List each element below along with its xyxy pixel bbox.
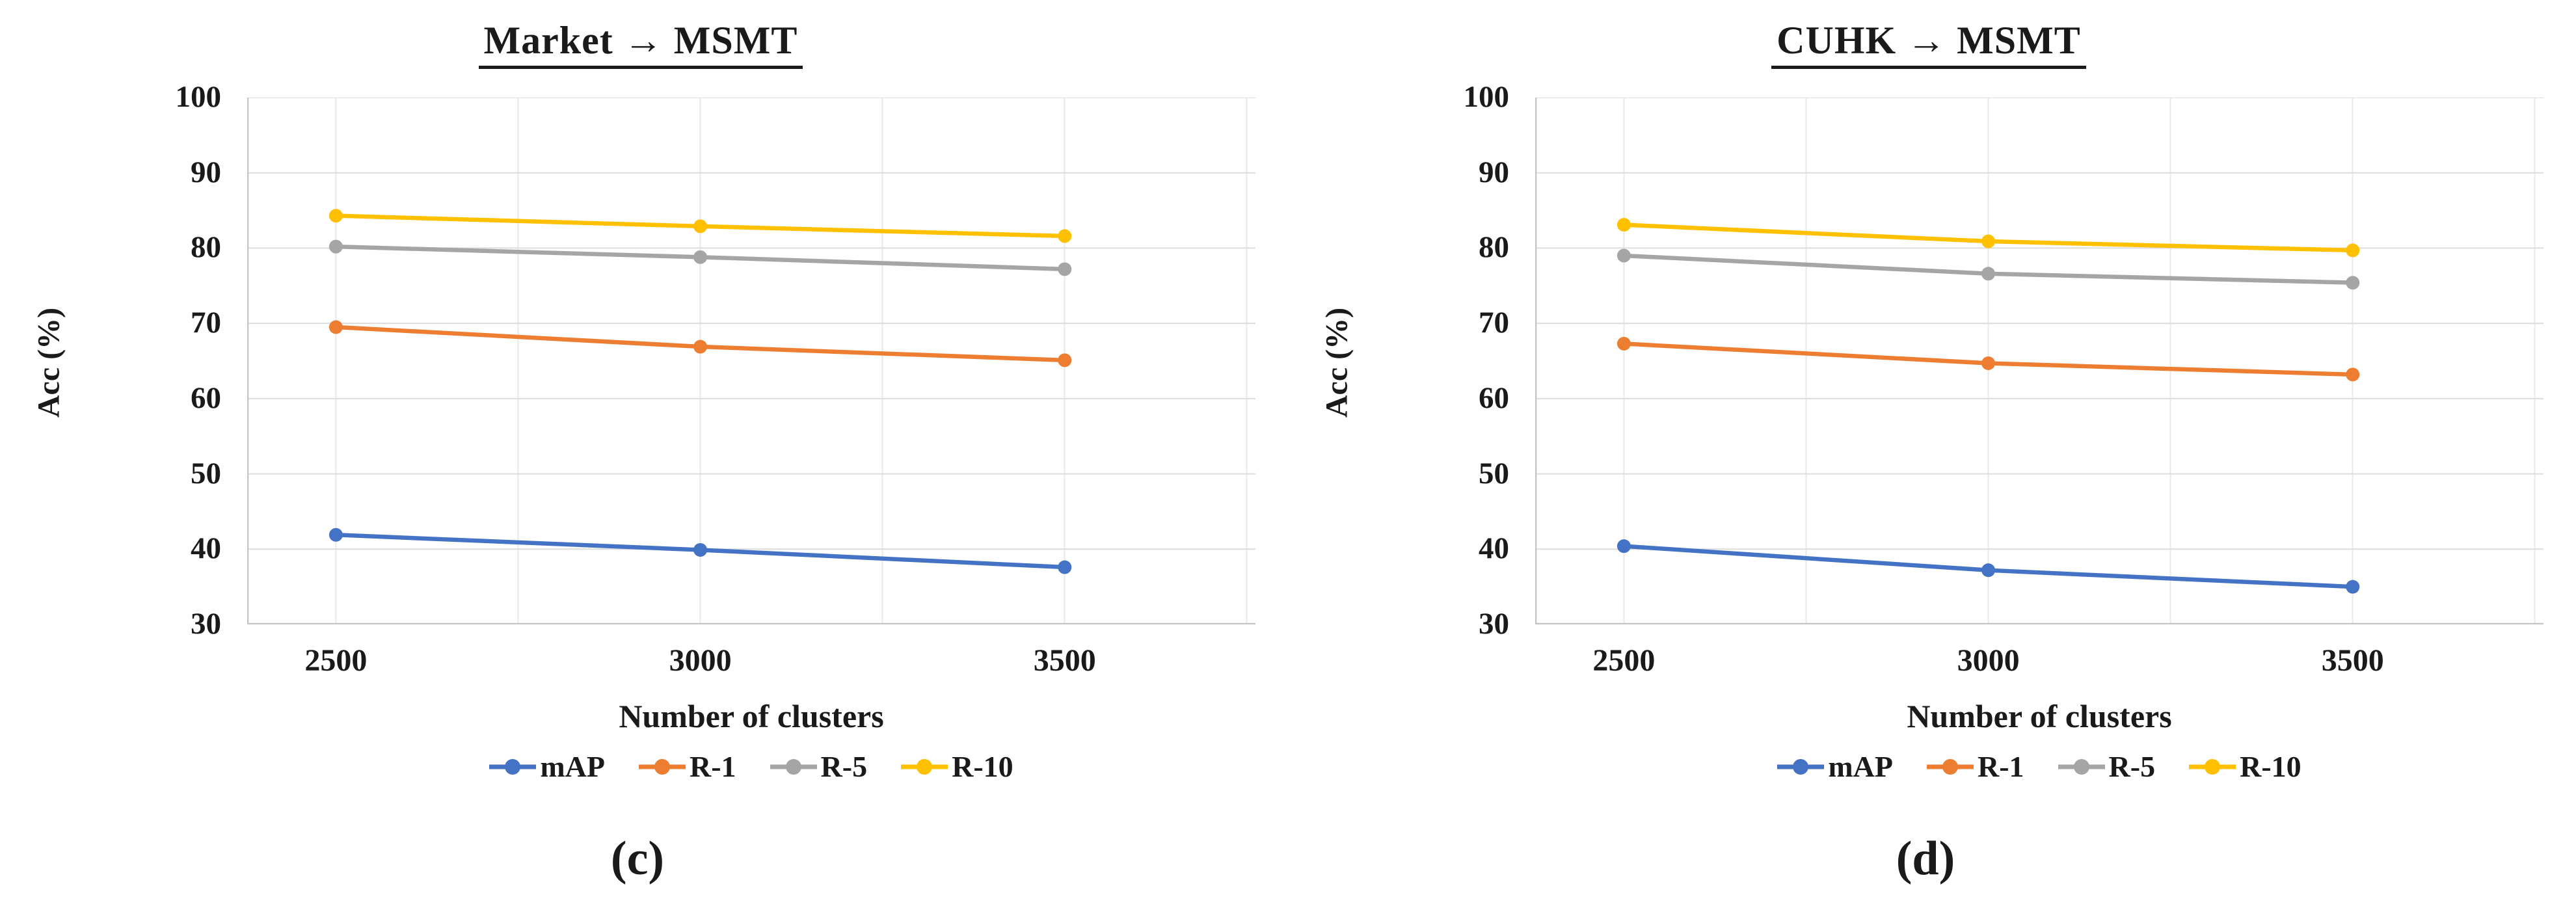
x-axis-title: Number of clusters <box>619 698 884 734</box>
legend-label: mAP <box>540 750 605 783</box>
y-tick-label: 70 <box>191 306 221 340</box>
chart-panel-market-msmt: Market → MSMT Acc (%) 100 90 80 70 60 50 40 30 … <box>0 18 1281 885</box>
y-tick-label: 70 <box>1479 306 1509 340</box>
y-tick-label: 40 <box>191 531 221 566</box>
legend-marker-icon <box>639 758 686 775</box>
y-tick-label: 80 <box>1479 230 1509 265</box>
y-tick-label: 50 <box>191 456 221 490</box>
chart-title-text: Market → MSMT <box>478 18 803 69</box>
legend-marker-icon <box>770 758 817 775</box>
y-axis-title: Acc (%) <box>1319 307 1354 418</box>
x-tick-labels: 2500 3000 3500 <box>247 643 1255 683</box>
chart-title-text: CUHK → MSMT <box>1771 18 2086 69</box>
legend-label: R-5 <box>820 750 868 783</box>
legend-marker-icon <box>1927 758 1974 775</box>
legend-label: R-1 <box>1978 750 2024 783</box>
x-tick-label: 3000 <box>669 643 732 678</box>
legend-label: R-10 <box>2240 750 2301 783</box>
y-tick-labels: 100 90 80 70 60 50 40 30 <box>98 80 222 641</box>
chart-title: Market → MSMT <box>0 18 1281 69</box>
y-tick-label: 80 <box>191 230 221 265</box>
plot-area <box>247 97 1255 625</box>
x-tick-label: 2500 <box>1592 643 1656 678</box>
legend-marker-icon <box>489 758 537 775</box>
chart-panel-cuhk-msmt: CUHK → MSMT Acc (%) 100 90 80 70 60 50 40 30 25… <box>1288 0 2576 921</box>
line-chart-svg <box>1535 97 2543 625</box>
legend-label: mAP <box>1828 750 1893 783</box>
line-chart-svg <box>247 97 1255 625</box>
legend-marker-icon <box>901 758 948 775</box>
subfigure-caption: (d) <box>1896 832 1955 885</box>
y-tick-label: 100 <box>1463 79 1510 114</box>
y-tick-label: 100 <box>175 79 222 114</box>
legend-item-r-10: R-10 <box>2189 749 2301 784</box>
legend-item-map: mAP <box>489 749 605 784</box>
legend-label: R-1 <box>690 750 736 783</box>
x-axis-title: Number of clusters <box>1907 698 2172 734</box>
y-tick-label: 30 <box>1479 606 1509 641</box>
legend-item-r-1: R-1 <box>639 749 736 784</box>
y-tick-label: 90 <box>191 155 221 189</box>
y-tick-label: 40 <box>1479 531 1509 566</box>
legend-marker-icon <box>2058 758 2105 775</box>
x-tick-label: 3500 <box>2321 643 2384 678</box>
legend-label: R-5 <box>2108 750 2156 783</box>
legend-label: R-10 <box>952 750 1013 783</box>
y-tick-label: 30 <box>191 606 221 641</box>
y-tick-label: 50 <box>1479 456 1509 490</box>
legend-marker-icon <box>2189 758 2236 775</box>
x-tick-label: 3500 <box>1033 643 1096 678</box>
legend-item-map: mAP <box>1777 749 1893 784</box>
y-axis-title: Acc (%) <box>31 307 66 418</box>
legend: mAP R-1 R-5 R-10 <box>247 749 1255 784</box>
legend-marker-icon <box>1777 758 1825 775</box>
y-tick-label: 60 <box>191 380 221 415</box>
legend: mAP R-1 R-5 R-10 <box>1535 749 2543 784</box>
legend-item-r-5: R-5 <box>770 749 868 784</box>
y-tick-label: 90 <box>1479 155 1509 189</box>
subfigure-caption: (c) <box>610 832 665 885</box>
y-tick-label: 60 <box>1479 380 1509 415</box>
chart-title: CUHK → MSMT <box>1288 18 2569 69</box>
y-tick-labels: 100 90 80 70 60 50 40 30 <box>1386 80 1510 641</box>
x-tick-labels: 2500 3000 3500 <box>1535 643 2543 683</box>
legend-item-r-1: R-1 <box>1927 749 2024 784</box>
plot-area <box>1535 97 2543 625</box>
x-tick-label: 2500 <box>304 643 368 678</box>
x-tick-label: 3000 <box>1957 643 2020 678</box>
legend-item-r-10: R-10 <box>901 749 1013 784</box>
legend-item-r-5: R-5 <box>2058 749 2156 784</box>
